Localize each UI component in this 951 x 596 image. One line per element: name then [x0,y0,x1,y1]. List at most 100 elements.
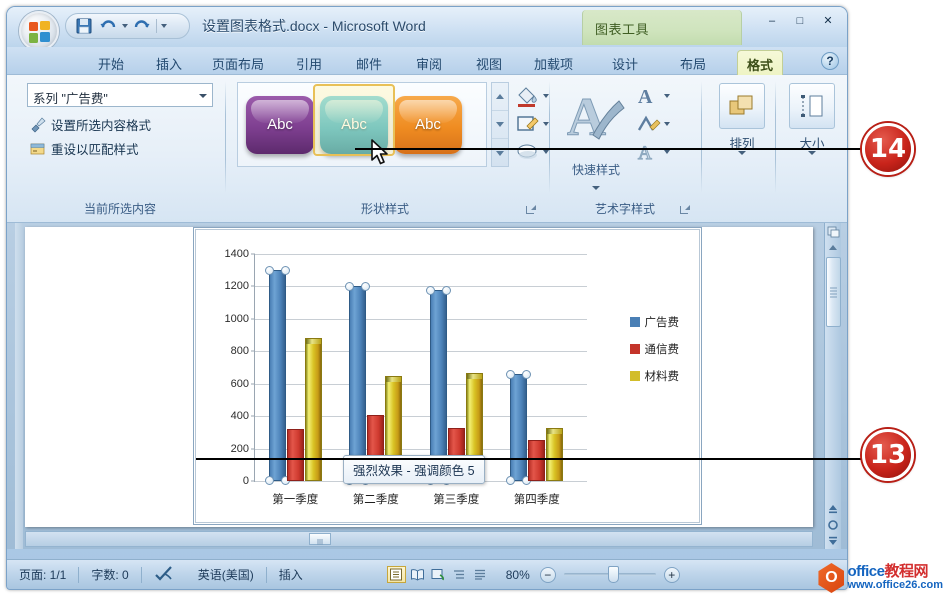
chevron-down-icon[interactable] [199,94,207,98]
select-browse-object-top-icon[interactable] [826,223,841,239]
tab-home[interactable]: 开始 [98,57,125,72]
quick-access-toolbar[interactable] [65,13,190,39]
tab-page-layout[interactable]: 页面布局 [212,57,265,72]
vertical-scrollbar[interactable] [824,223,841,549]
customize-qat-icon[interactable] [161,24,167,28]
tab-review[interactable]: 审阅 [416,57,443,72]
wordart-quick-styles-button[interactable]: A [563,83,629,159]
shape-style-purple[interactable]: Abc [246,95,314,154]
shape-fill-dropdown-arrow[interactable] [543,94,549,98]
tab-format[interactable]: 格式 [737,50,784,75]
gallery-scroller[interactable] [491,82,509,167]
save-icon[interactable] [74,16,94,36]
chart-series-selection-handle[interactable] [506,370,516,379]
undo-icon[interactable] [98,16,118,36]
vertical-scroll-thumb[interactable] [825,257,841,327]
size-button[interactable] [789,83,835,129]
chart-legend-item[interactable]: 通信费 [629,341,679,357]
shape-styles-dialog-launcher[interactable] [525,205,536,216]
gallery-scroll-down-button[interactable] [492,111,508,139]
status-insert-mode[interactable]: 插入 [278,568,303,582]
minimize-button[interactable]: – [768,15,776,27]
chart-bar-广告费[interactable] [506,370,532,485]
arrange-dropdown-arrow[interactable] [707,151,777,155]
zoom-slider-thumb[interactable] [607,566,619,583]
tab-design[interactable]: 设计 [612,57,639,72]
chart-bar-通信费[interactable] [286,429,304,481]
chart-series-selection-handle[interactable] [264,266,274,276]
wordart-styles-dialog-launcher[interactable] [679,205,690,216]
zoom-level-label[interactable]: 80% [505,567,530,582]
zoom-out-button[interactable]: − [539,566,556,583]
view-web-layout-button[interactable] [429,566,448,583]
chart-series-selection-handle[interactable] [522,370,532,379]
select-browse-object-button[interactable] [826,517,841,533]
status-page-number[interactable]: 页面: 1/1 [19,568,67,582]
quick-styles-dropdown-arrow[interactable] [559,179,633,193]
view-outline-button[interactable] [450,566,469,583]
view-print-layout-button[interactable] [386,566,406,583]
chart-bar-广告费[interactable] [425,286,451,485]
close-button[interactable]: ✕ [823,15,833,27]
text-effects-dropdown-arrow[interactable] [664,150,670,154]
chart-bar-通信费[interactable] [528,440,546,481]
chart-bar-材料费[interactable] [304,338,322,481]
text-effects-button[interactable]: A [635,139,683,165]
reset-style-button[interactable]: 重设以匹配样式 [29,137,139,159]
shape-style-orange[interactable]: Abc [394,95,462,154]
status-word-count[interactable]: 字数: 0 [91,568,129,582]
chart-series-selection-handle[interactable] [425,286,435,296]
chart-series-selection-handle[interactable] [280,266,290,276]
previous-page-button[interactable] [826,501,841,517]
selection-combo[interactable]: 系列 "广告费" [27,83,213,107]
gallery-scroll-up-button[interactable] [492,83,508,111]
chart-plot-area[interactable]: 0 200 400 600 800 1000 1200 1400 第一季度 第二季度 第三季度 第四季… [225,248,587,506]
chart-series-selection-handle[interactable] [441,286,451,296]
shape-styles-gallery[interactable]: Abc Abc Abc [237,82,487,167]
shape-fill-button[interactable] [515,83,555,109]
tab-mailings[interactable]: 邮件 [356,57,383,72]
chart-series-selection-handle[interactable] [506,476,516,485]
tab-view[interactable]: 视图 [476,57,503,72]
chart-legend-item[interactable]: 材料费 [629,368,679,384]
scroll-up-button[interactable] [826,239,841,255]
chart-series-selection-handle[interactable] [345,282,355,292]
text-outline-dropdown-arrow[interactable] [664,122,670,126]
chart-bar-广告费[interactable] [345,282,371,485]
format-selection-button[interactable]: 设置所选内容格式 [29,113,151,135]
office-button[interactable] [19,11,59,51]
next-page-button[interactable] [826,533,841,549]
status-language[interactable]: 英语(美国) [197,568,254,582]
text-fill-dropdown-arrow[interactable] [664,94,670,98]
text-outline-button[interactable] [635,111,683,137]
chart-bar-材料费[interactable] [546,427,564,481]
shape-outline-button[interactable] [515,111,555,137]
horizontal-scroll-thumb[interactable] [308,533,331,545]
proofing-errors-icon[interactable] [142,565,186,584]
horizontal-scrollbar[interactable] [25,531,813,547]
shape-outline-dropdown-arrow[interactable] [543,122,549,126]
undo-dropdown-arrow[interactable] [122,24,128,28]
chart-bar-材料费[interactable] [385,375,403,481]
tab-references[interactable]: 引用 [296,57,323,72]
arrange-button[interactable] [719,83,765,129]
size-dropdown-arrow[interactable] [779,151,845,155]
zoom-in-button[interactable]: + [663,566,680,583]
shape-effects-dropdown-arrow[interactable] [543,150,549,154]
maximize-button[interactable]: □ [796,15,804,27]
help-icon[interactable]: ? [821,52,839,70]
chart-bar-材料费[interactable] [465,373,483,481]
gallery-more-button[interactable] [492,139,508,166]
chart-series-selection-handle[interactable] [264,476,274,485]
tab-addins[interactable]: 加载项 [534,57,574,72]
redo-icon[interactable] [132,16,152,36]
view-draft-button[interactable] [471,566,490,583]
tab-layout[interactable]: 布局 [680,57,707,72]
chart-legend-item[interactable]: 广告费 [629,314,679,330]
text-fill-button[interactable]: A [635,83,683,109]
view-full-screen-reading-button[interactable] [408,566,427,583]
zoom-slider-track[interactable] [563,566,656,583]
chart-series-selection-handle[interactable] [361,282,371,292]
document-page[interactable]: 0 200 400 600 800 1000 1200 1400 第一季度 第二季度 第三季度 第四季… [25,227,813,527]
tab-insert[interactable]: 插入 [156,57,183,72]
